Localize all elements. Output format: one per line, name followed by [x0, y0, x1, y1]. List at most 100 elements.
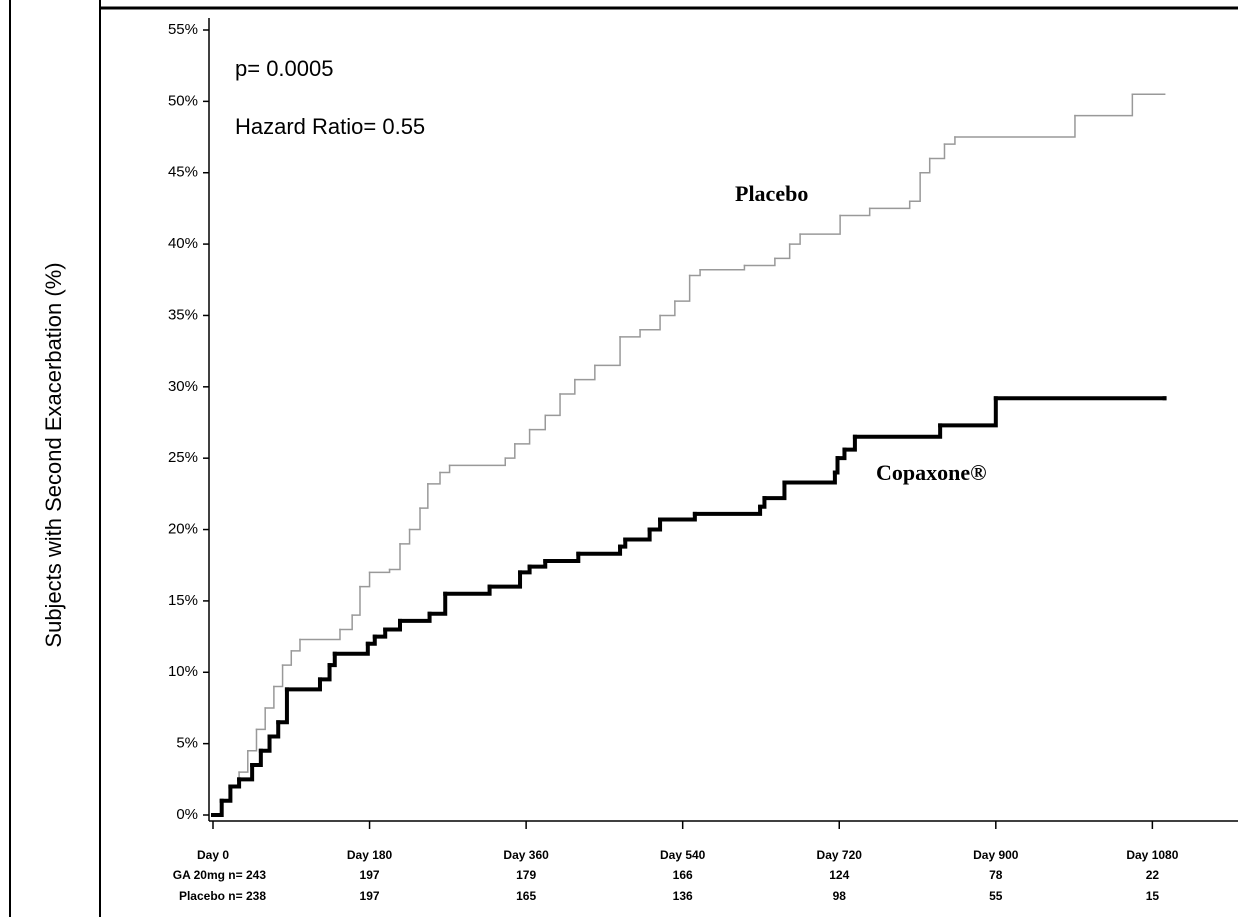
step-segment [419, 483, 429, 509]
step-segment [365, 634, 377, 646]
step-segment [928, 143, 946, 160]
risk-count: 124 [829, 868, 849, 882]
x-tick-label: Day 360 [503, 848, 549, 862]
risk-count: 55 [989, 889, 1003, 903]
step-segment [372, 627, 388, 639]
step-segment [317, 663, 332, 682]
y-tick-label: 55% [168, 21, 198, 38]
step-segment [255, 707, 266, 731]
step-segment [448, 457, 506, 467]
x-tick-label: Day 1080 [1126, 848, 1178, 862]
step-segment [250, 748, 263, 768]
annotation: Placebo [735, 181, 808, 206]
step-segment [327, 651, 337, 668]
y-tick-label: 40% [168, 235, 198, 252]
step-segment [543, 551, 581, 563]
risk-count: 197 [360, 868, 380, 882]
step-segment [264, 685, 275, 709]
step-segment [743, 257, 776, 267]
step-segment [639, 314, 661, 331]
step-segment [219, 784, 233, 803]
risk-row-label: GA 20mg n= 243 [173, 868, 267, 882]
step-segment [574, 364, 596, 381]
step-segment [359, 571, 371, 588]
step-segment [908, 171, 921, 203]
step-segment [544, 393, 561, 417]
risk-count: 179 [516, 868, 536, 882]
step-segment [758, 496, 767, 509]
step-segment [774, 243, 791, 260]
step-segment [868, 200, 911, 210]
step-segment [290, 638, 301, 652]
step-segment [674, 274, 691, 302]
step-segment [852, 423, 943, 439]
step-segment [281, 650, 293, 666]
step-segment [258, 734, 272, 753]
step-segment [623, 527, 652, 542]
step-segment [247, 728, 258, 752]
step-segment [919, 157, 931, 174]
step-segment [647, 517, 663, 532]
x-tick-label: Day 0 [197, 848, 229, 862]
step-segment [528, 414, 547, 431]
step-segment [692, 504, 763, 516]
risk-count: 78 [989, 868, 1003, 882]
x-tick-label: Day 540 [660, 848, 706, 862]
step-segment [832, 456, 840, 475]
step-segment [332, 641, 370, 656]
annotation: p= 0.0005 [235, 56, 333, 81]
step-segment [399, 528, 411, 545]
y-tick-label: 35% [168, 306, 198, 323]
step-segment [273, 664, 284, 688]
step-segment [659, 300, 676, 317]
x-tick-label: Day 720 [817, 848, 863, 862]
step-segment [762, 480, 787, 501]
y-tick-label: 10% [168, 663, 198, 680]
step-segment [559, 378, 576, 395]
step-segment [351, 585, 361, 616]
step-segment [427, 471, 441, 485]
y-tick-label: 25% [168, 449, 198, 466]
y-tick-label: 50% [168, 92, 198, 109]
step-segment [943, 136, 956, 145]
step-segment [594, 336, 621, 367]
risk-row-label: Placebo n= 238 [179, 889, 266, 903]
step-segment [954, 114, 1076, 138]
step-segment [383, 618, 403, 632]
step-segment [439, 464, 451, 474]
step-segment [238, 750, 249, 773]
step-segment [504, 443, 516, 459]
step-segment [527, 558, 548, 569]
step-segment [514, 428, 531, 445]
risk-count: 22 [1146, 868, 1160, 882]
y-tick-label: 15% [168, 592, 198, 609]
step-segment [619, 328, 641, 338]
x-tick-label: Day 180 [347, 848, 393, 862]
step-segment [699, 264, 746, 271]
step-segment [408, 507, 421, 531]
step-segment [487, 570, 523, 589]
risk-count: 136 [673, 889, 693, 903]
step-segment [688, 269, 701, 277]
step-segment [368, 568, 391, 574]
annotation: Copaxone® [876, 460, 987, 485]
step-segment [835, 447, 847, 461]
step-segment [839, 207, 871, 217]
y-axis-label: Subjects with Second Exacerbation (%) [41, 262, 66, 647]
step-segment [388, 543, 401, 571]
step-segment [799, 214, 841, 235]
step-segment [228, 777, 242, 789]
risk-count: 197 [360, 889, 380, 903]
step-segment [443, 584, 492, 596]
step-segment [276, 687, 289, 725]
step-segment [339, 614, 353, 631]
step-segment [299, 628, 341, 641]
step-segment [788, 233, 801, 245]
y-tick-label: 45% [168, 164, 198, 181]
y-tick-label: 20% [168, 521, 198, 538]
y-tick-label: 30% [168, 378, 198, 395]
step-segment [211, 798, 224, 817]
x-tick-label: Day 900 [973, 848, 1019, 862]
step-segment [576, 544, 623, 556]
